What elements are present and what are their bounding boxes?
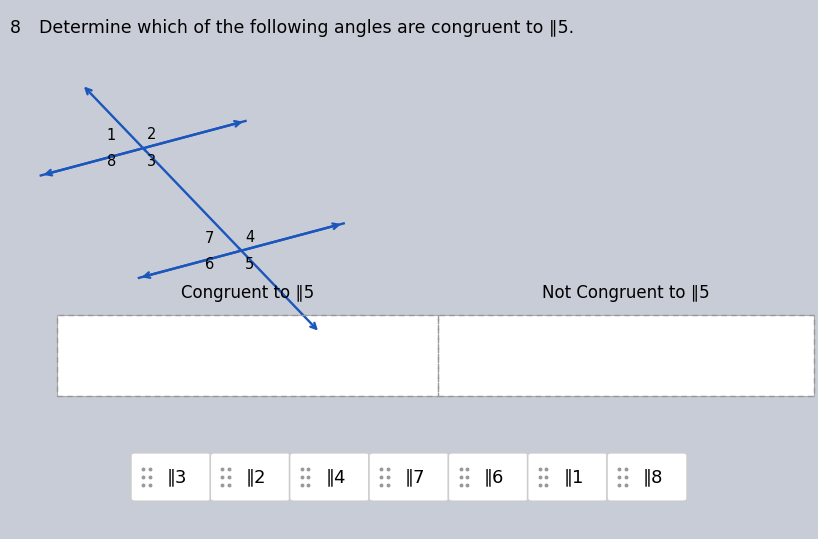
Text: 2: 2: [146, 127, 156, 142]
Bar: [57, 315, 814, 396]
Text: ∥3: ∥3: [167, 468, 187, 486]
Text: ∥6: ∥6: [484, 468, 504, 486]
Text: Not Congruent to ∥5: Not Congruent to ∥5: [542, 284, 709, 302]
FancyBboxPatch shape: [290, 453, 370, 501]
Text: Determine which of the following angles are congruent to ∥5.: Determine which of the following angles …: [39, 19, 574, 37]
Text: 4: 4: [245, 230, 254, 245]
Text: 8: 8: [107, 154, 116, 169]
FancyBboxPatch shape: [131, 453, 211, 501]
FancyBboxPatch shape: [528, 453, 608, 501]
Text: 3: 3: [146, 154, 156, 169]
Text: 7: 7: [205, 231, 214, 246]
Text: 1: 1: [107, 128, 116, 143]
Text: 8: 8: [10, 19, 20, 37]
FancyBboxPatch shape: [607, 453, 687, 501]
Text: Congruent to ∥5: Congruent to ∥5: [181, 284, 314, 302]
Text: ∥8: ∥8: [643, 468, 663, 486]
FancyBboxPatch shape: [448, 453, 528, 501]
Text: 5: 5: [245, 257, 254, 272]
Text: ∥4: ∥4: [326, 468, 346, 486]
Text: 6: 6: [205, 257, 214, 272]
FancyBboxPatch shape: [369, 453, 449, 501]
FancyBboxPatch shape: [210, 453, 290, 501]
Text: ∥2: ∥2: [246, 468, 267, 486]
Text: ∥7: ∥7: [405, 468, 425, 486]
Text: ∥1: ∥1: [564, 468, 583, 486]
